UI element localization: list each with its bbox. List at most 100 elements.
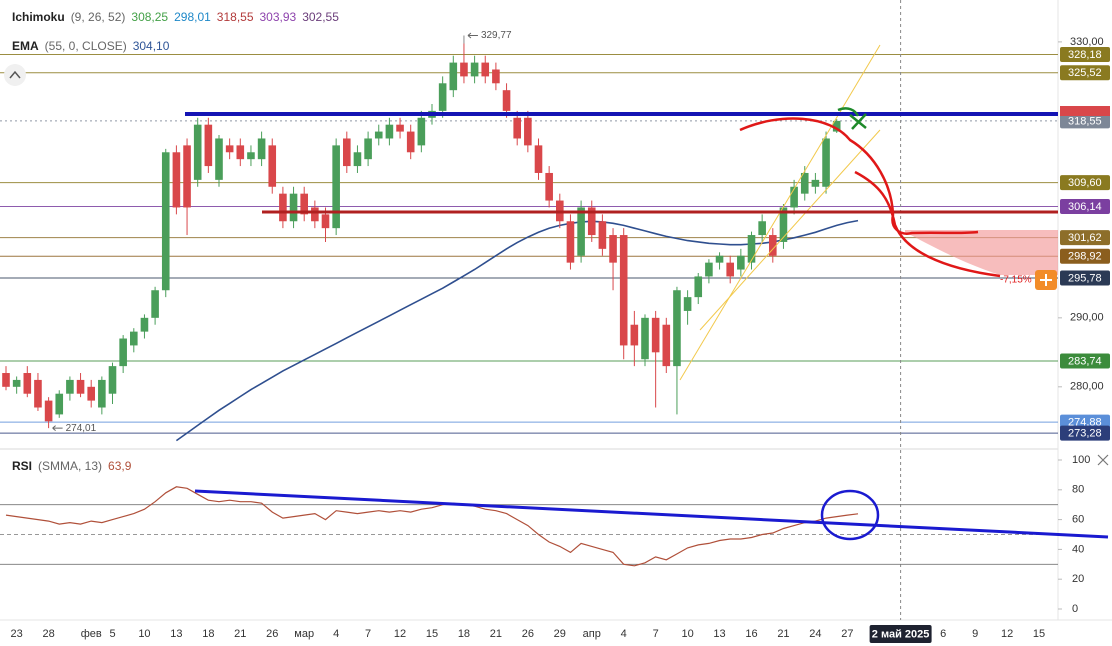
indicator-name: Ichimoku	[12, 10, 65, 24]
high-label: 329,77	[481, 30, 512, 41]
y-tick-label: 330,00	[1070, 36, 1104, 48]
candle-body	[343, 138, 351, 167]
candle-body	[822, 138, 830, 187]
candle-body	[705, 262, 713, 277]
price-label: 283,74	[1068, 355, 1102, 367]
candle-body	[598, 221, 607, 249]
rsi-trendline	[194, 489, 1109, 539]
price-label-box	[1060, 270, 1110, 286]
y-tick-label: 100	[1072, 454, 1090, 466]
x-tick-label: 4	[621, 628, 627, 640]
y-tick-label: 290,00	[1070, 312, 1104, 324]
price-label-box	[1060, 46, 1110, 62]
candle-body	[769, 235, 777, 256]
readout-value: 298,01	[174, 10, 211, 24]
crosshair-label-box	[869, 625, 932, 643]
price-label-box	[1060, 65, 1110, 81]
candle-body	[832, 120, 841, 132]
price-label: 306,14	[1068, 201, 1102, 213]
x-tick-label: 9	[972, 628, 978, 640]
x-tick-label: фев	[81, 628, 102, 640]
candle-body	[332, 145, 340, 229]
candle-body	[353, 152, 362, 167]
candle-body	[300, 193, 308, 215]
arrow	[467, 32, 478, 39]
price-label: 274,88	[1068, 417, 1102, 429]
legend-row: EMA (55, 0, CLOSE) 304,10	[12, 39, 175, 53]
candle-body	[215, 138, 223, 180]
drawing-label: -7,15%	[1000, 275, 1032, 286]
candle-body	[55, 393, 64, 415]
x-tick-label: апр	[583, 628, 601, 640]
low-label: 274,01	[66, 423, 97, 434]
freehand-curve	[739, 117, 979, 235]
candle-body	[449, 62, 458, 91]
freehand-curve	[854, 170, 1001, 278]
price-label: 301,62	[1068, 232, 1102, 244]
price-label: 328,18	[1068, 49, 1102, 61]
candle-body	[151, 290, 159, 318]
candle-body	[12, 379, 21, 387]
price-label: 318,55	[1068, 115, 1102, 127]
x-tick-label: 21	[234, 628, 246, 640]
x-tick-label: 15	[426, 628, 438, 640]
candle-body	[502, 90, 511, 111]
ema-line	[175, 219, 859, 442]
price-label-box	[1060, 198, 1110, 214]
x-tick-label: 23	[11, 628, 23, 640]
candle-body	[417, 117, 426, 146]
candle-body	[577, 207, 585, 256]
candle-body	[108, 366, 117, 394]
candle-body	[662, 324, 671, 367]
price-label: 298,92	[1068, 251, 1102, 263]
indicator-params: (55, 0, CLOSE)	[44, 39, 127, 53]
candle-body	[225, 145, 234, 153]
candle-body	[481, 62, 490, 77]
candle-body	[34, 379, 42, 408]
candle-body	[737, 255, 745, 270]
candle-body	[87, 386, 95, 401]
candle-body	[247, 152, 255, 160]
candle-body	[800, 172, 809, 194]
close-pane-icon[interactable]	[1097, 454, 1109, 466]
readout-value: 303,93	[259, 10, 297, 24]
candle-body	[268, 145, 277, 187]
candle-body	[311, 207, 319, 222]
candle-body	[790, 186, 798, 208]
x-tick-label: 18	[202, 628, 214, 640]
candle-body	[683, 297, 692, 311]
candle-body	[715, 255, 724, 263]
y-tick-label: 40	[1072, 543, 1084, 555]
collapse-button[interactable]	[4, 64, 26, 86]
readout-value: 302,55	[302, 10, 339, 24]
candle-body	[524, 117, 532, 146]
candle-body	[651, 317, 660, 353]
candle-body	[545, 172, 553, 201]
candle-body	[279, 193, 287, 222]
price-label-box	[1060, 353, 1110, 369]
candle-body	[364, 138, 372, 160]
x-tick-label: 6	[940, 628, 946, 640]
candle-body	[566, 221, 575, 263]
candle-body	[44, 400, 53, 422]
level-tag	[1060, 106, 1110, 116]
candle-body	[779, 207, 788, 242]
candle-body	[236, 145, 245, 160]
candle-body	[161, 152, 170, 291]
x-tick-label: 28	[42, 628, 54, 640]
indicator-params: (SMMA, 13)	[38, 459, 103, 473]
x-tick-label: 7	[365, 628, 371, 640]
short-position-zone	[905, 230, 1058, 275]
candle-body	[470, 62, 479, 77]
x-tick-label: 10	[681, 628, 693, 640]
indicator-name: RSI	[12, 459, 33, 473]
candle-body	[694, 276, 703, 298]
x-tick-label: 16	[745, 628, 757, 640]
readouts: 304,10	[133, 39, 176, 53]
price-label-box	[1060, 230, 1110, 246]
candle-body	[587, 207, 596, 236]
